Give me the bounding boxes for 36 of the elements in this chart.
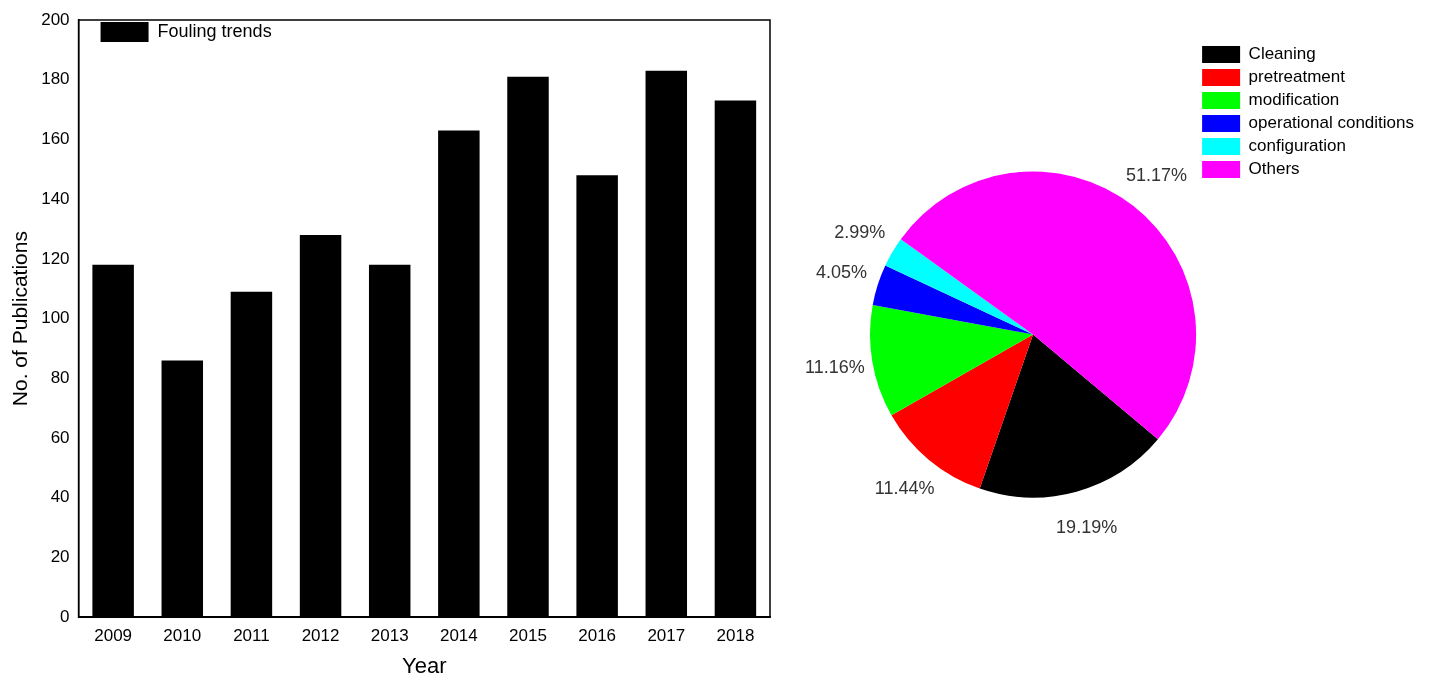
data-label: 11.16% (804, 357, 865, 378)
x-tick-label: 2015 (509, 626, 547, 646)
legend-label: operational conditions (1248, 113, 1415, 133)
legend-label: Cleaning (1248, 44, 1316, 64)
legend-label: Others (1248, 159, 1300, 179)
y-tick-label: 80 (50, 368, 70, 388)
x-tick-label: 2016 (578, 626, 617, 646)
data-label: 19.19% (1056, 517, 1118, 538)
y-tick-label: 160 (41, 129, 70, 149)
legend-label: configuration (1248, 136, 1346, 156)
legend-label: Fouling trends (157, 20, 272, 41)
y-tick-label: 100 (41, 308, 70, 328)
x-tick-label: 2013 (370, 626, 409, 646)
x-tick-label: 2017 (647, 626, 686, 646)
data-label: 4.05% (816, 262, 868, 283)
x-tick-label: 2018 (716, 626, 755, 646)
x-tick-label: 2012 (301, 626, 340, 646)
y-tick-label: 120 (41, 248, 70, 268)
y-tick-label: 180 (41, 69, 70, 89)
x-tick-label: 2011 (233, 626, 270, 646)
x-tick-label: 2010 (163, 626, 202, 646)
data-label: 2.99% (834, 221, 886, 242)
y-tick-label: 20 (50, 547, 70, 567)
legend-label: modification (1248, 90, 1340, 110)
x-tick-label: 2014 (439, 626, 478, 646)
y-tick-label: 0 (60, 606, 70, 626)
data-label: 11.44% (874, 478, 935, 499)
y-tick-label: 200 (41, 9, 70, 29)
legend-label: pretreatment (1248, 67, 1346, 87)
y-tick-label: 60 (50, 427, 70, 447)
y-tick-label: 140 (41, 188, 70, 208)
x-axis-title: Year (402, 652, 447, 678)
data-label: 51.17% (1126, 164, 1188, 185)
y-tick-label: 40 (50, 487, 70, 507)
y-axis-title: No. of Publications (8, 231, 32, 407)
x-tick-label: 2009 (94, 626, 133, 646)
